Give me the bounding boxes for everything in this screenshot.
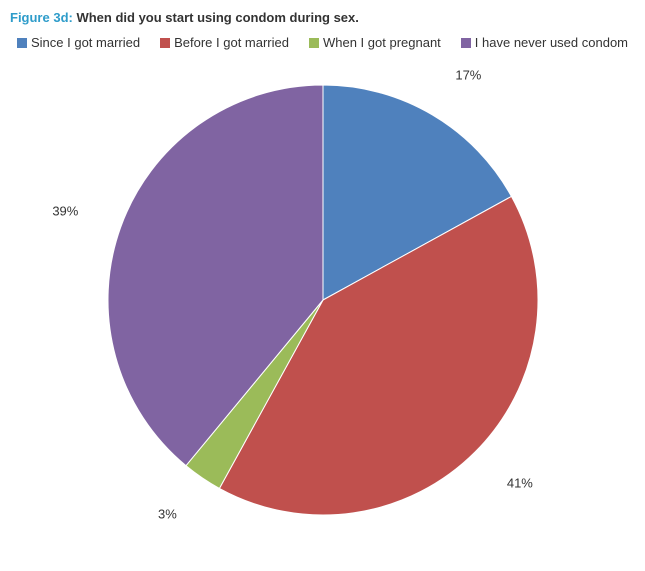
legend-label: Since I got married <box>31 35 140 50</box>
legend-swatch <box>17 38 27 48</box>
legend-item: Since I got married <box>17 35 140 50</box>
legend-swatch <box>160 38 170 48</box>
pie-chart: 17% 41% 3% 39% <box>43 70 603 530</box>
slice-label: 17% <box>455 70 481 83</box>
legend-item: When I got pregnant <box>309 35 441 50</box>
legend-swatch <box>309 38 319 48</box>
figure-title: Figure 3d: When did you start using cond… <box>10 10 635 25</box>
figure-label: Figure 3d: <box>10 10 73 25</box>
legend-item: I have never used condom <box>461 35 628 50</box>
legend-label: Before I got married <box>174 35 289 50</box>
slice-label: 41% <box>506 475 532 490</box>
legend-label: When I got pregnant <box>323 35 441 50</box>
legend-item: Before I got married <box>160 35 289 50</box>
figure-caption: When did you start using condom during s… <box>76 10 358 25</box>
slice-label: 39% <box>52 203 78 218</box>
pie-chart-container: 17% 41% 3% 39% <box>10 70 635 530</box>
legend-label: I have never used condom <box>475 35 628 50</box>
legend-swatch <box>461 38 471 48</box>
legend: Since I got married Before I got married W… <box>10 35 635 50</box>
slice-label: 3% <box>158 506 177 521</box>
